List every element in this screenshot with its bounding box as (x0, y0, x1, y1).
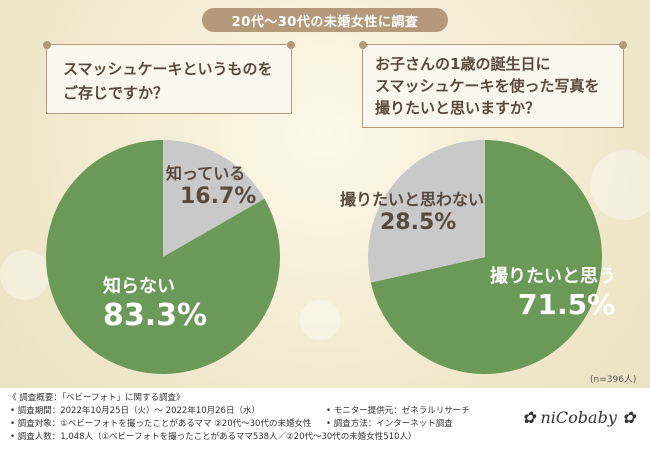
footer-provider: • モニター提供元：ゼネラルリサーチ (326, 406, 470, 416)
footer-title: 《 調査概要：「ベビーフォト」に関する調査》 (8, 393, 185, 403)
pie-chart-2 (368, 140, 603, 374)
pin-icon (619, 41, 627, 49)
slice-label: 知っている (166, 164, 246, 183)
pie-slice (368, 140, 485, 283)
footer-method: • 調査方法：インターネット調査 (326, 419, 453, 429)
question-1-line-2: ご存じですか？ (63, 84, 169, 102)
slice-value: 71.5% (518, 288, 616, 321)
pin-icon (359, 41, 367, 49)
pie-1-label-unknown: 知らない 83.3% (103, 272, 207, 333)
pie-slice (370, 140, 603, 374)
logo-text: niCobaby (540, 408, 617, 427)
survey-header: 20代〜30代の未婚女性に調査 (202, 8, 448, 32)
bokeh-decoration (0, 250, 50, 300)
footer-count: • 調査人数：1,048人（①ベビーフォトを撮ったことがあるママ538人／②20… (10, 432, 417, 442)
slice-label: 知らない (103, 276, 175, 297)
pin-icon (43, 41, 51, 49)
question-box-2: お子さんの1歳の誕生日に スマッシュケーキを使った写真を 撮りたいと思いますか？ (359, 41, 627, 128)
slice-label: 撮りたいと思わない (340, 190, 485, 209)
pie-slice (163, 140, 265, 257)
bokeh-decoration (590, 150, 650, 220)
footer-target: • 調査対象：①ベビーフォトを撮ったことがあるママ ②20代〜30代の未婚女性 (10, 419, 312, 429)
question-1-line-1: スマッシュケーキというものを (63, 60, 273, 78)
question-box-1: スマッシュケーキというものを ご存じですか？ (43, 41, 295, 114)
bokeh-decoration (300, 300, 340, 340)
question-2-line-1: お子さんの1歳の誕生日に (375, 55, 551, 73)
footer-period: • 調査期間：2022年10月25日（火）〜 2022年10月26日（水） (10, 406, 260, 416)
pie-2-label-yes: 撮りたいと思う 71.5% (490, 262, 616, 321)
slice-value: 16.7% (180, 184, 257, 209)
pin-icon (287, 41, 295, 49)
survey-footer: 《 調査概要：「ベビーフォト」に関する調査》 • 調査期間：2022年10月25… (0, 388, 650, 450)
pie-chart-1 (46, 140, 280, 375)
sample-size-note: (n=396人) (590, 375, 637, 385)
question-2-line-3: 撮りたいと思いますか？ (375, 99, 541, 117)
slice-value: 83.3% (103, 298, 208, 333)
pie-1-label-known: 知っている 16.7% (166, 160, 256, 209)
header-title: 20代〜30代の未婚女性に調査 (231, 14, 419, 30)
pie-2-label-no: 撮りたいと思わない 28.5% (340, 186, 484, 235)
pie-slice (46, 140, 280, 375)
brand-logo: ✿ niCobaby ✿ (522, 408, 636, 427)
slice-label: 撮りたいと思う (490, 266, 616, 287)
slice-value: 28.5% (380, 210, 457, 235)
question-2-line-2: スマッシュケーキを使った写真を (375, 77, 600, 95)
